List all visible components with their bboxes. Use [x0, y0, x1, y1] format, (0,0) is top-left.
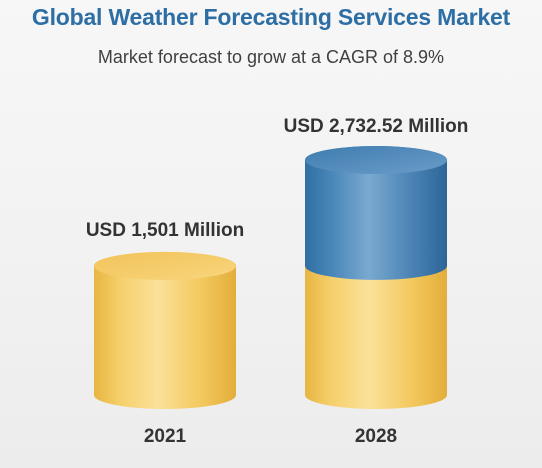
chart-title: Global Weather Forecasting Services Mark…	[31, 4, 511, 30]
bar-2021	[94, 251, 236, 409]
bar-2028-top	[305, 146, 447, 174]
value-label-2021: USD 1,501 Million	[86, 220, 244, 241]
category-label-2028: 2028	[355, 426, 397, 447]
category-label-2021: 2021	[144, 426, 187, 447]
bar-2021-top	[94, 251, 236, 280]
chart-subtitle: Market forecast to grow at a CAGR of 8.9…	[97, 47, 445, 67]
bar-2021-body	[94, 251, 236, 409]
bar-2028-growth-body	[305, 146, 447, 280]
bar-2028-base-body	[305, 251, 447, 409]
value-label-2028: USD 2,732.52 Million	[284, 116, 469, 137]
bar-2028	[305, 146, 447, 409]
